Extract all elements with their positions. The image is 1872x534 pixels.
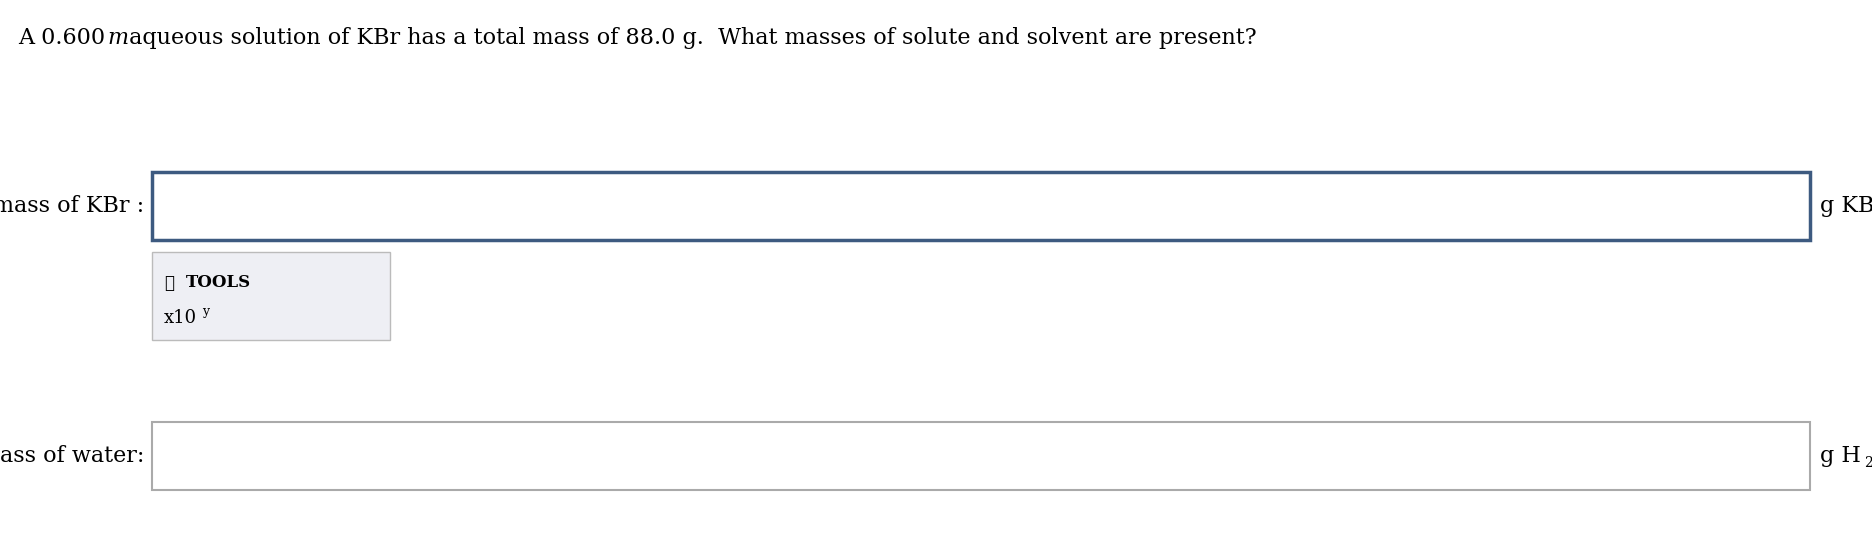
Text: TOOLS: TOOLS	[185, 274, 251, 292]
Text: mass of water:: mass of water:	[0, 445, 144, 467]
Text: aqueous solution of KBr has a total mass of 88.0 g.  What masses of solute and s: aqueous solution of KBr has a total mass…	[122, 27, 1256, 49]
Text: y: y	[202, 304, 210, 318]
Text: 🔧: 🔧	[165, 274, 174, 292]
Text: A 0.600: A 0.600	[19, 27, 112, 49]
Text: g KBr: g KBr	[1820, 195, 1872, 217]
Bar	[152, 422, 1810, 490]
Bar	[152, 172, 1810, 240]
Bar	[152, 252, 389, 340]
Text: 2: 2	[1865, 456, 1872, 470]
Text: x10: x10	[165, 309, 197, 327]
Text: mass of KBr :: mass of KBr :	[0, 195, 144, 217]
Text: g H: g H	[1820, 445, 1861, 467]
Text: m: m	[107, 27, 127, 49]
